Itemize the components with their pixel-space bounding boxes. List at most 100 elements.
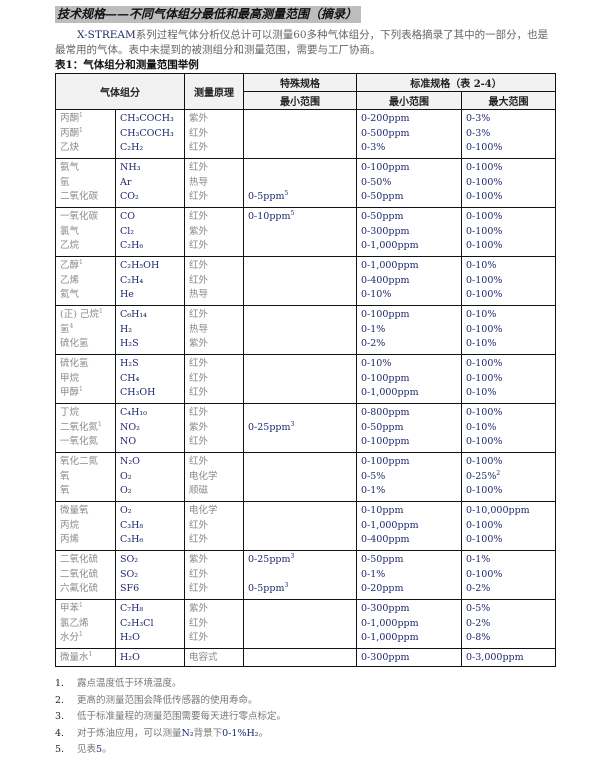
gas-name-cell: 氨气氩二氧化碳 <box>55 158 116 208</box>
std-max-text: 0-2% <box>466 583 491 594</box>
gas-name: 丙酮1 <box>60 127 112 142</box>
table-row: 二氧化硫 二氧化硫 六氟化硫 SO₂ SO₂ SF6 紫外 红外 红外 0-25ppm3 0-5pp… <box>55 550 556 600</box>
std-max: 0-100% <box>466 568 552 583</box>
formula-text: O₂ <box>120 485 132 496</box>
std-min: 0-50ppm <box>361 190 458 205</box>
special-min <box>248 239 353 254</box>
special-min: 0-10ppm5 <box>248 210 353 225</box>
special-min-cell <box>243 501 357 551</box>
gas-name-text: 六氟化硫 <box>60 583 99 594</box>
std-min: 0-5% <box>361 470 458 485</box>
std-min-text: 0-100ppm <box>361 436 410 447</box>
formula-text: CH₄ <box>120 372 140 384</box>
principle-text: 紫外 <box>189 554 209 565</box>
footnote-number: 3. <box>55 711 65 723</box>
gas-name: 一氧化碳 <box>60 210 112 225</box>
principle-text: 电容式 <box>189 652 218 663</box>
std-max-cell: 0-1% 0-100% 0-2% <box>461 550 556 600</box>
std-max: 0-100% <box>466 533 552 548</box>
std-max-cell: 0-10,000ppm 0-100% 0-100% <box>461 501 556 551</box>
std-max-text: 0-100% <box>466 436 503 447</box>
table-row: (正) 己烷1 氢4 硫化氢 C₆H₁₄ H₂ H₂S 红外 热导 紫外 0-100ppm 0-1%… <box>55 305 556 355</box>
std-min-cell: 0-100ppm 0-1% 0-2% <box>356 305 462 355</box>
std-min: 0-10ppm <box>361 504 458 519</box>
gas-name-text: 乙炔 <box>60 142 80 153</box>
std-min: 0-2% <box>361 337 458 352</box>
special-min <box>248 386 353 401</box>
special-min: 0-25ppm3 <box>248 421 353 436</box>
std-min: 0-50% <box>361 176 458 191</box>
special-min <box>248 651 353 666</box>
std-min: 0-100ppm <box>361 372 458 387</box>
gas-name-text: 乙烷 <box>60 240 80 251</box>
special-min <box>248 504 353 519</box>
gas-name-text: 氦气 <box>60 289 80 300</box>
std-min-text: 0-2% <box>361 338 386 349</box>
formula: SO₂ <box>120 568 181 583</box>
special-min <box>248 141 353 156</box>
principle-cell: 红外 紫外 红外 <box>184 207 244 257</box>
std-max: 0-3,000ppm <box>466 651 552 666</box>
formula: SF6 <box>120 582 181 597</box>
principle: 热导 <box>189 288 240 303</box>
std-max: 0-100% <box>466 274 552 289</box>
special-min <box>248 406 353 421</box>
principle-text: 热导 <box>189 323 209 335</box>
table-row: 甲苯1 氯乙烯 水分1 C₇H₈ C₂H₃Cl H₂O 紫外 红外 红外 0-300ppm 0-1,… <box>55 599 556 649</box>
principle-text: 红外 <box>189 127 209 139</box>
std-max: 0-10% <box>466 386 552 401</box>
principle-text: 红外 <box>189 617 209 629</box>
std-max-text: 0-10% <box>466 309 497 320</box>
gas-name: 乙醇1 <box>60 259 112 274</box>
std-max-text: 0-8% <box>466 632 491 643</box>
std-min: 0-300ppm <box>361 602 458 617</box>
header-gas: 气体组分 <box>55 73 185 110</box>
footnote-ref: 5 <box>284 190 289 197</box>
formula: NH₃ <box>120 161 181 176</box>
std-max-text: 0-2% <box>466 617 491 629</box>
principle-cell: 红外 紫外 红外 <box>184 403 244 453</box>
std-max: 0-100% <box>466 210 552 225</box>
intro-text: 系列过程气体分析仪总计可以测量60多种气体组分，下列表格摘录了其中的一部分，也是… <box>55 29 549 56</box>
gas-name-cell: (正) 己烷1 氢4 硫化氢 <box>55 305 116 355</box>
formula: C₃H₈ <box>120 519 181 534</box>
special-min-cell <box>243 256 357 306</box>
special-min-cell <box>243 109 357 159</box>
special-min-cell <box>243 452 357 502</box>
formula: N₂O <box>120 455 181 470</box>
footnote-ref: 1 <box>79 602 83 609</box>
gas-range-table: 气体组分 测量原理 特殊规格 标准规格（表 2-4） 最小范围 最小范围 最大范… <box>55 73 556 667</box>
std-min: 0-100ppm <box>361 308 458 323</box>
principle: 电容式 <box>189 651 240 666</box>
formula-text: O₂ <box>120 505 132 516</box>
header-std-min: 最小范围 <box>356 91 462 110</box>
std-min-text: 0-300ppm <box>361 652 410 663</box>
std-min-text: 0-500ppm <box>361 127 410 139</box>
std-min-cell: 0-300ppm <box>356 648 462 667</box>
gas-name-text: 氯气 <box>60 225 80 237</box>
std-max: 0-10% <box>466 308 552 323</box>
formula-text: C₂H₂ <box>120 142 144 153</box>
std-max-text: 0-10% <box>466 338 497 349</box>
gas-name: (正) 己烷1 <box>60 308 112 323</box>
std-max-text: 0-3,000ppm <box>466 652 524 663</box>
gas-name-cell: 氧化二氮氧氧 <box>55 452 116 502</box>
principle-text: 红外 <box>189 407 209 418</box>
std-max: 0-10,000ppm <box>466 504 552 519</box>
footnote-number: 2. <box>55 694 65 706</box>
std-max: 0-100% <box>466 323 552 338</box>
principle: 热导 <box>189 323 240 338</box>
footnote-ref: 4 <box>69 322 74 330</box>
gas-name: 硫化氢 <box>60 357 112 372</box>
formula-cell: H₂O <box>115 648 185 667</box>
gas-name: 二氧化硫 <box>60 553 112 568</box>
principle-text: 红外 <box>189 358 209 369</box>
std-min-text: 0-100ppm <box>361 309 410 320</box>
std-max: 0-100% <box>466 455 552 470</box>
footnote-number: 1. <box>55 678 65 689</box>
gas-name-text: 乙醇 <box>60 260 80 271</box>
special-min <box>248 435 353 450</box>
std-max-text: 0-10% <box>466 260 497 271</box>
special-min <box>248 533 353 548</box>
std-min-text: 0-50ppm <box>361 191 404 202</box>
